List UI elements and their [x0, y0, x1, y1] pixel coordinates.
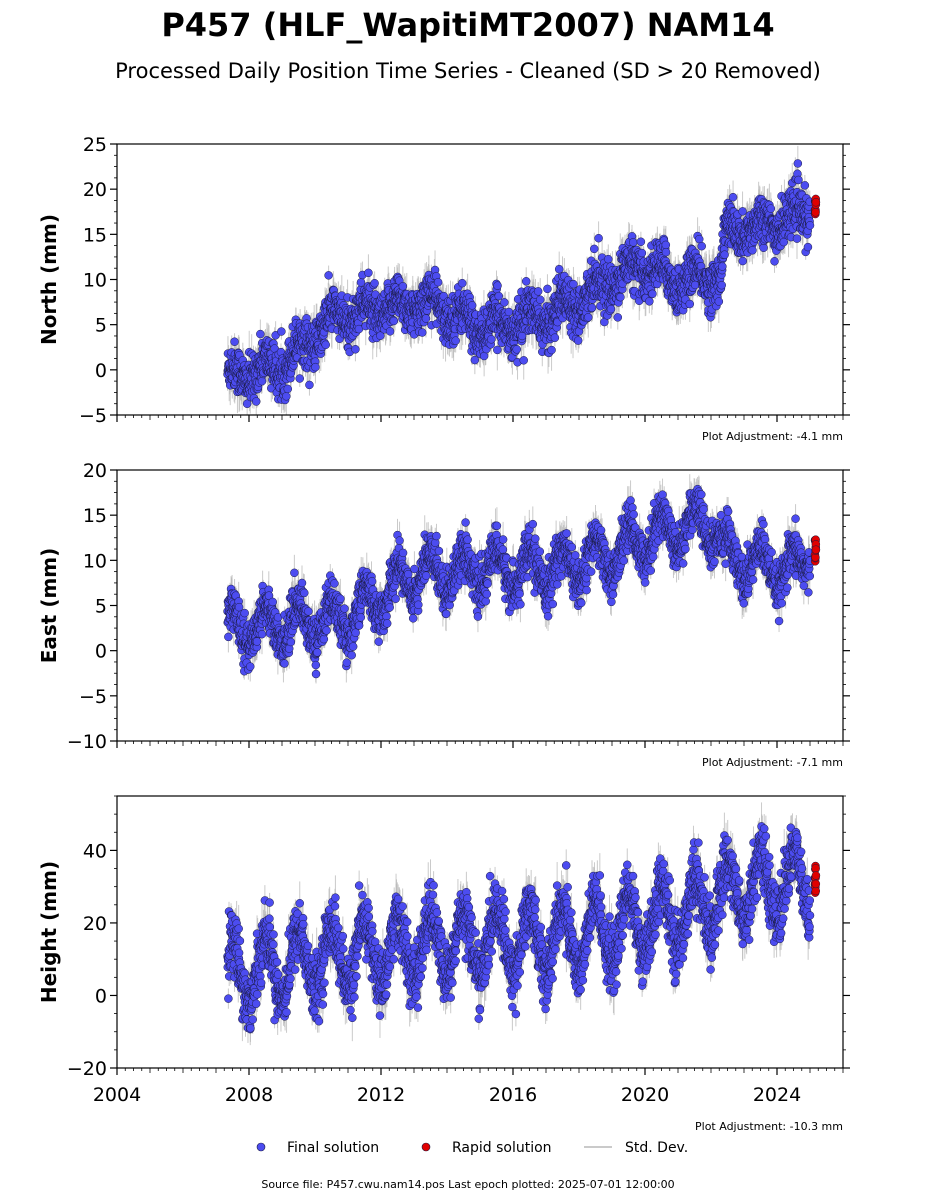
final-point — [533, 287, 543, 296]
final-point — [535, 295, 545, 304]
final-point — [230, 337, 239, 346]
final-point — [521, 277, 531, 286]
final-point — [418, 328, 427, 337]
final-solution-points — [223, 159, 815, 409]
final-point — [470, 355, 480, 365]
final-point — [590, 244, 599, 254]
final-point — [242, 399, 252, 409]
final-point — [569, 279, 578, 289]
final-point — [493, 281, 502, 290]
final-point — [504, 307, 514, 317]
final-point — [251, 397, 261, 406]
final-point — [356, 278, 366, 287]
final-point — [628, 238, 638, 247]
final-point — [661, 247, 671, 257]
final-point — [433, 277, 443, 287]
final-point — [451, 336, 460, 345]
final-point — [645, 297, 654, 306]
final-point — [364, 268, 373, 278]
final-point — [512, 345, 521, 354]
final-point — [305, 380, 314, 390]
final-point — [256, 329, 265, 339]
final-point — [573, 336, 583, 345]
final-point — [519, 356, 528, 365]
final-point — [543, 284, 552, 294]
final-point — [584, 313, 593, 322]
final-point — [389, 316, 399, 326]
final-point — [277, 327, 286, 336]
final-point — [636, 237, 646, 246]
final-point — [257, 376, 267, 386]
final-point — [467, 301, 477, 310]
final-point — [648, 289, 657, 299]
final-point — [604, 254, 613, 264]
final-point — [500, 298, 509, 307]
final-point — [594, 233, 603, 243]
final-point — [613, 313, 623, 322]
final-point — [487, 335, 496, 344]
final-point — [421, 314, 431, 323]
final-point — [606, 304, 616, 314]
final-point — [616, 292, 625, 302]
final-point — [295, 374, 304, 383]
final-point — [282, 392, 291, 401]
final-point — [324, 271, 333, 280]
chart-subtitle: Processed Daily Position Time Series - C… — [115, 59, 821, 83]
final-point — [385, 327, 395, 336]
final-point — [494, 291, 504, 301]
final-point — [661, 240, 671, 250]
final-point — [321, 340, 330, 350]
final-point — [547, 345, 556, 355]
final-point — [554, 264, 564, 274]
final-point — [458, 278, 467, 288]
final-point — [493, 345, 502, 355]
final-point — [283, 384, 293, 394]
final-point — [398, 282, 408, 291]
data-layer — [223, 145, 821, 415]
chart-title: P457 (HLF_WapitiMT2007) NAM14 — [161, 6, 774, 44]
final-point — [311, 362, 320, 372]
final-point — [587, 303, 597, 312]
final-point — [637, 248, 647, 258]
final-point — [550, 333, 560, 342]
final-point — [370, 278, 379, 288]
final-point — [351, 345, 360, 354]
